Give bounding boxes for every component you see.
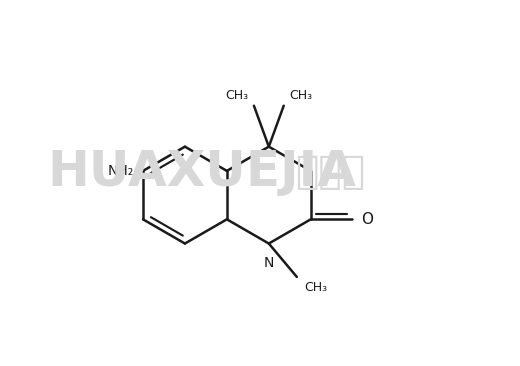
Text: HUAXUEJIA: HUAXUEJIA xyxy=(47,148,356,196)
Text: N: N xyxy=(264,255,274,270)
Text: NH₂: NH₂ xyxy=(108,164,134,178)
Text: CH₃: CH₃ xyxy=(290,89,313,102)
Text: 化学加: 化学加 xyxy=(295,153,365,191)
Text: CH₃: CH₃ xyxy=(304,281,327,294)
Text: CH₃: CH₃ xyxy=(225,89,248,102)
Text: O: O xyxy=(361,212,373,227)
